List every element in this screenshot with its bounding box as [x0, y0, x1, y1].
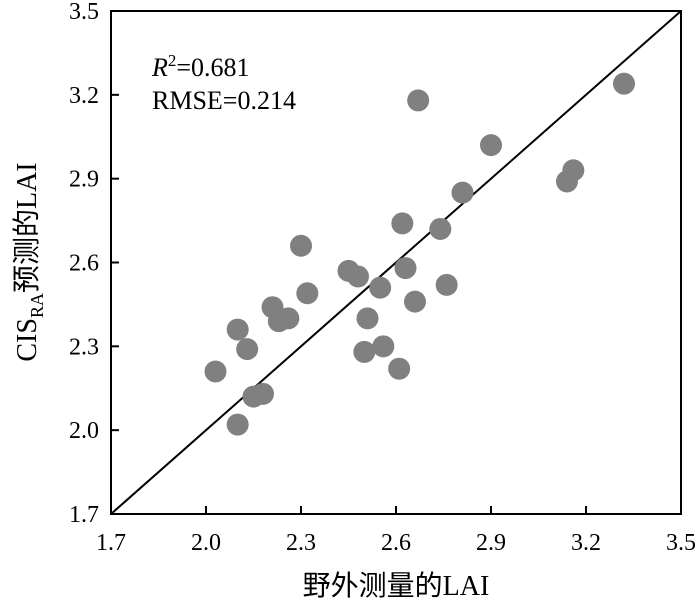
y-tick-label: 2.9: [69, 167, 99, 193]
data-point: [388, 357, 411, 380]
x-tick-labels: 1.7 2.0 2.3 2.6 2.9 3.2 3.5: [96, 530, 696, 556]
r-squared-annotation: R2=0.681: [151, 51, 250, 82]
data-point: [296, 282, 319, 305]
data-point: [480, 134, 502, 157]
data-point: [252, 382, 274, 405]
x-axis-title: 野外测量的LAI: [303, 570, 490, 602]
data-point: [407, 89, 430, 112]
data-point: [290, 234, 312, 257]
y-axis-title: CISRA预测的LAI: [11, 162, 47, 361]
x-tick-label: 2.6: [381, 530, 411, 556]
x-tick-label: 2.0: [191, 530, 221, 556]
data-point: [562, 159, 585, 182]
y-tick-label: 2.0: [69, 418, 99, 444]
y-tick-label: 3.5: [69, 0, 99, 25]
data-point: [429, 217, 452, 240]
data-point: [451, 181, 474, 204]
data-point: [391, 212, 414, 235]
data-point: [394, 257, 417, 280]
rmse-annotation: RMSE=0.214: [152, 86, 296, 115]
data-point: [369, 276, 392, 299]
y-tick-label: 1.7: [69, 502, 99, 528]
data-point: [277, 307, 300, 330]
one-to-one-line: [110, 10, 682, 515]
data-point: [356, 307, 379, 330]
data-point: [372, 335, 395, 358]
data-point: [613, 72, 635, 95]
y-tick-label: 2.6: [69, 251, 99, 277]
data-point: [353, 340, 376, 363]
data-point: [226, 318, 249, 341]
axis-ticks: [110, 10, 682, 515]
data-points: [204, 72, 635, 436]
y-tick-label: 3.2: [69, 83, 99, 109]
data-point: [236, 338, 259, 361]
data-point: [204, 360, 227, 383]
data-point: [435, 273, 458, 296]
x-tick-label: 3.2: [571, 530, 601, 556]
data-point: [404, 290, 426, 313]
y-tick-label: 2.3: [69, 334, 99, 360]
data-point: [347, 265, 369, 288]
x-tick-label: 3.5: [666, 530, 696, 556]
y-tick-labels: 1.7 2.0 2.3 2.6 2.9 3.2 3.5: [69, 0, 99, 528]
x-tick-label: 1.7: [96, 530, 126, 556]
data-point: [226, 413, 249, 436]
x-tick-label: 2.9: [476, 530, 506, 556]
x-tick-label: 2.3: [286, 530, 316, 556]
